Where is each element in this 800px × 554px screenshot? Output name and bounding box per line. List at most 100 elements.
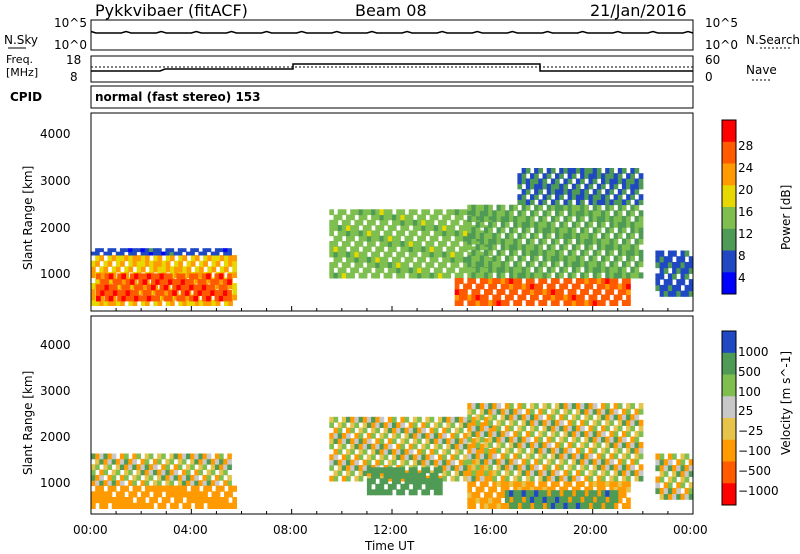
heatmap-cell (601, 173, 606, 179)
heatmap-cell (140, 260, 146, 267)
heatmap-cell (333, 246, 339, 253)
heatmap-cell (228, 260, 233, 267)
heatmap-cell (530, 486, 535, 493)
heatmap-cell (194, 299, 200, 306)
heatmap-cell (442, 459, 447, 466)
heatmap-cell (227, 295, 232, 302)
heatmap-cell (165, 474, 170, 481)
heatmap-cell (371, 448, 376, 455)
heatmap-cell (207, 485, 213, 492)
heatmap-cell (161, 260, 167, 267)
heatmap-cell (199, 271, 204, 278)
heatmap-cell (559, 496, 564, 503)
heatmap-cell (680, 482, 686, 489)
heatmap-cell (421, 459, 426, 466)
heatmap-cell (190, 248, 195, 253)
heatmap-cell (95, 491, 100, 498)
heatmap-cell (396, 472, 401, 479)
heatmap-cell (128, 248, 133, 253)
heatmap-cell (128, 266, 134, 273)
heatmap-cell (513, 430, 518, 437)
heatmap-cell (412, 422, 418, 428)
heatmap-cell (91, 251, 96, 256)
heatmap-cell (517, 210, 523, 217)
heatmap-cell (663, 279, 669, 286)
heatmap-cell (546, 189, 552, 195)
heatmap-cell (613, 278, 619, 284)
heatmap-cell (471, 294, 477, 301)
heatmap-cell (525, 464, 531, 471)
heatmap-cell (571, 442, 577, 449)
heatmap-cell (400, 209, 406, 216)
heatmap-cell (467, 486, 472, 493)
heatmap-cell (371, 422, 376, 428)
heatmap-cell (596, 272, 602, 279)
heatmap-cell (613, 414, 619, 421)
heatmap-cell (596, 475, 602, 482)
heatmap-cell (144, 453, 150, 460)
heatmap-cell (136, 497, 142, 504)
heatmap-cell (601, 425, 606, 432)
heatmap-cell (542, 238, 548, 245)
heatmap-cell (387, 272, 393, 279)
heatmap-cell (479, 486, 485, 493)
heatmap-cell (186, 469, 191, 476)
heatmap-cell (458, 225, 464, 231)
heatmap-cell (542, 199, 548, 206)
heatmap-cell (555, 238, 560, 245)
heatmap-cell (542, 464, 548, 471)
heatmap-cell (467, 443, 472, 450)
heatmap-cell (542, 475, 548, 482)
heatmap-cell (530, 261, 535, 268)
heatmap-cell (471, 255, 477, 262)
heatmap-cell (521, 227, 527, 234)
heatmap-cell (621, 458, 627, 465)
heatmap-cell (525, 300, 531, 306)
heatmap-cell (580, 447, 585, 454)
heatmap-cell (371, 219, 376, 226)
heatmap-cell (676, 262, 681, 269)
heatmap-cell (613, 503, 619, 509)
heatmap-cell (157, 299, 163, 306)
heatmap-cell (153, 469, 158, 476)
heatmap-cell (513, 464, 518, 471)
heatmap-cell (329, 454, 334, 461)
heatmap-cell (605, 481, 610, 487)
heatmap-cell (567, 178, 573, 185)
heatmap-cell (609, 475, 615, 482)
heatmap-cell (530, 403, 535, 410)
heatmap-cell (333, 256, 339, 263)
heatmap-cell (375, 472, 380, 479)
heatmap-cell (580, 408, 585, 415)
heatmap-cell (371, 251, 376, 258)
heatmap-cell (588, 486, 594, 493)
heatmap-cell (609, 238, 615, 245)
heatmap-cell (492, 447, 497, 454)
heatmap-cell (199, 502, 204, 509)
heatmap-cell (584, 430, 589, 437)
heatmap-cell (467, 425, 472, 432)
heatmap-cell (111, 485, 117, 492)
heatmap-cell (458, 438, 464, 444)
heatmap-cell (546, 464, 552, 471)
heatmap-cell (429, 472, 435, 479)
heatmap-cell (584, 458, 589, 465)
heatmap-cell (366, 256, 372, 263)
heatmap-cell (215, 485, 221, 492)
heatmap-cell (601, 458, 606, 465)
heatmap-cell (396, 432, 401, 439)
heatmap-cell (500, 283, 506, 290)
colorbar-swatch (722, 331, 736, 354)
heatmap-cell (504, 266, 510, 273)
heatmap-cell (350, 214, 355, 221)
heatmap-cell (488, 436, 493, 443)
heatmap-cell (400, 246, 406, 253)
heatmap-cell (207, 277, 213, 284)
heatmap-cell (538, 469, 543, 476)
heatmap-cell (383, 219, 389, 226)
heatmap-cell (479, 283, 485, 290)
heatmap-cell (575, 458, 581, 465)
heatmap-cell (542, 227, 548, 234)
heatmap-cell (488, 458, 493, 465)
heatmap-cell (181, 469, 187, 476)
